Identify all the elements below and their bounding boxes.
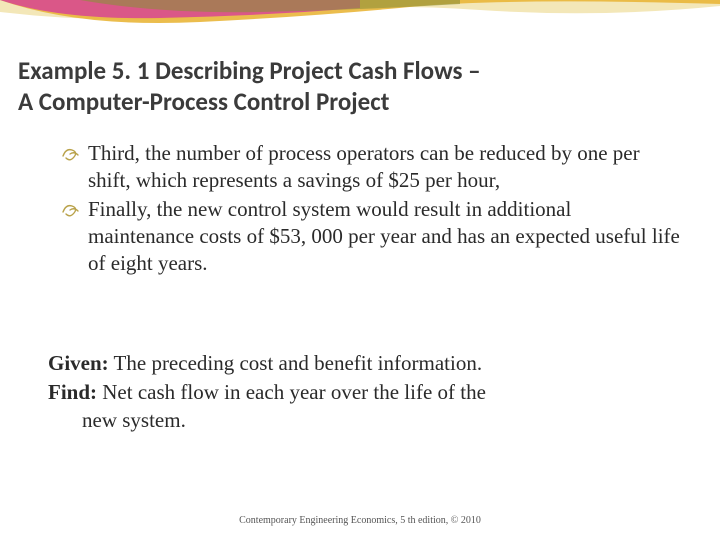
given-text: The preceding cost and benefit informati… <box>109 351 482 375</box>
given-label: Given: <box>48 351 109 375</box>
footer-text: Contemporary Engineering Economics, 5 th… <box>0 515 720 526</box>
scribble-bullet-icon <box>60 198 82 220</box>
given-find-block: Given: The preceding cost and benefit in… <box>48 350 680 436</box>
bullet-text: Third, the number of process operators c… <box>88 141 640 192</box>
find-line-1: Find: Net cash flow in each year over th… <box>48 379 680 407</box>
slide-title: Example 5. 1 Describing Project Cash Flo… <box>18 55 702 118</box>
bullet-list: Third, the number of process operators c… <box>60 140 680 278</box>
find-text-2: new system. <box>82 408 186 432</box>
list-item: Finally, the new control system would re… <box>60 196 680 277</box>
list-item: Third, the number of process operators c… <box>60 140 680 194</box>
find-label: Find: <box>48 380 97 404</box>
title-line-1: Example 5. 1 Describing Project Cash Flo… <box>18 55 702 86</box>
bullet-text: Finally, the new control system would re… <box>88 197 680 275</box>
scribble-bullet-icon <box>60 142 82 164</box>
find-text-1: Net cash flow in each year over the life… <box>97 380 486 404</box>
decorative-ribbon <box>0 0 720 50</box>
find-line-2: new system. <box>48 407 680 435</box>
slide: Example 5. 1 Describing Project Cash Flo… <box>0 0 720 540</box>
title-line-2: A Computer-Process Control Project <box>18 86 702 117</box>
given-line: Given: The preceding cost and benefit in… <box>48 350 680 378</box>
